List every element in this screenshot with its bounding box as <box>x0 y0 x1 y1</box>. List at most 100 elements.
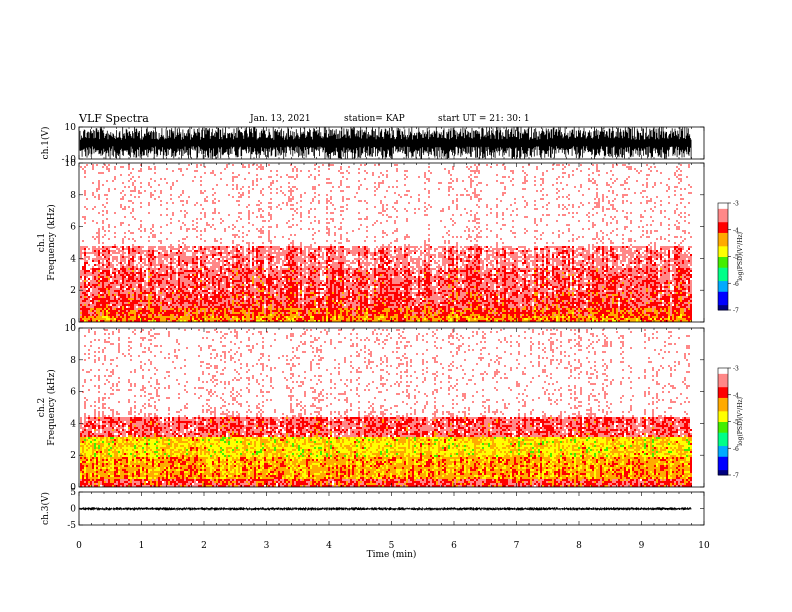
spectrogram-cell <box>158 268 160 270</box>
spectrogram-cell <box>138 262 140 264</box>
spectrogram-cell <box>206 190 208 192</box>
spectrogram-cell <box>200 318 202 320</box>
spectrogram-cell <box>82 250 84 252</box>
spectrogram-cell <box>150 182 152 184</box>
spectrogram-cell <box>202 304 204 306</box>
spectrogram-cell <box>94 176 96 178</box>
spectrogram-cell <box>194 280 196 282</box>
spectrogram-cell <box>92 194 94 196</box>
spectrogram-cell <box>182 310 184 312</box>
spectrogram-cell <box>128 230 130 232</box>
spectrogram-cell <box>138 280 140 282</box>
spectrogram-cell <box>94 252 96 254</box>
spectrogram-cell <box>174 296 176 298</box>
spectrogram-cell <box>184 296 186 298</box>
spectrogram-cell <box>180 172 182 174</box>
spectrogram-cell <box>120 264 122 266</box>
spectrogram-cell <box>190 252 192 254</box>
spectrogram-cell <box>152 248 154 250</box>
spectrogram-cell <box>156 166 158 168</box>
spectrogram-cell <box>156 276 158 278</box>
spectrogram-cell <box>126 306 128 308</box>
spectrogram-cell <box>120 300 122 302</box>
spectrogram-cell <box>94 280 96 282</box>
spectrogram-cell <box>200 236 202 238</box>
spectrogram-cell <box>168 186 170 188</box>
spectrogram-cell <box>136 304 138 306</box>
spectrogram-cell <box>144 274 146 276</box>
spectrogram-cell <box>98 278 100 280</box>
spectrogram-cell <box>140 280 142 282</box>
spectrogram-cell <box>130 310 132 312</box>
spectrogram-cell <box>168 280 170 282</box>
spectrogram-cell <box>140 258 142 260</box>
spectrogram-cell <box>142 272 144 274</box>
spectrogram-cell <box>152 216 154 218</box>
spectrogram-cell <box>156 246 158 248</box>
spectrogram-cell <box>208 290 210 292</box>
spectrogram-cell <box>110 228 112 230</box>
spectrogram-cell <box>164 282 166 284</box>
spectrogram-cell <box>190 282 192 284</box>
spectrogram-cell <box>186 186 188 188</box>
spectrogram-cell <box>196 296 198 298</box>
spectrogram-cell <box>180 278 182 280</box>
spectrogram-cell <box>200 248 202 250</box>
spectrogram-cell <box>122 276 124 278</box>
spectrogram-cell <box>184 314 186 316</box>
spectrogram-cell <box>130 288 132 290</box>
spectrogram-cell <box>98 194 100 196</box>
spectrogram-cell <box>144 250 146 252</box>
spectrogram-cell <box>200 310 202 312</box>
spectrogram-cell <box>190 172 192 174</box>
spectrogram-cell <box>204 174 206 176</box>
spectrogram-cell <box>154 276 156 278</box>
spectrogram-cell <box>116 294 118 296</box>
spectrogram-cell <box>178 282 180 284</box>
spectrogram-cell <box>162 266 164 268</box>
spectrogram-cell <box>190 244 192 246</box>
spectrogram-cell <box>156 252 158 254</box>
spectrogram-cell <box>100 184 102 186</box>
spectrogram-cell <box>192 308 194 310</box>
spectrogram-cell <box>208 228 210 230</box>
spectrogram-cell <box>108 308 110 310</box>
spectrogram-cell <box>196 314 198 316</box>
spectrogram-cell <box>128 306 130 308</box>
spectrogram-cell <box>166 266 168 268</box>
spectrogram-cell <box>150 280 152 282</box>
spectrogram-cell <box>162 304 164 306</box>
spectrogram-cell <box>204 172 206 174</box>
spectrogram-cell <box>104 290 106 292</box>
spectrogram-cell <box>106 266 108 268</box>
spectrogram-cell <box>200 204 202 206</box>
spectrogram-cell <box>132 196 134 198</box>
spectrogram-cell <box>80 262 82 264</box>
spectrogram-cell <box>98 302 100 304</box>
spectrogram-cell <box>170 284 172 286</box>
spectrogram-cell <box>194 306 196 308</box>
spectrogram-cell <box>208 200 210 202</box>
spectrogram-cell <box>186 196 188 198</box>
spectrogram-cell <box>96 318 98 320</box>
spectrogram-cell <box>162 310 164 312</box>
spectrogram-cell <box>162 298 164 300</box>
spectrogram-cell <box>104 206 106 208</box>
spectrogram-cell <box>148 194 150 196</box>
spectrogram-cell <box>192 284 194 286</box>
spectrogram-cell <box>88 274 90 276</box>
spectrogram-cell <box>164 254 166 256</box>
spectrogram-cell <box>110 246 112 248</box>
spectrogram-cell <box>184 170 186 172</box>
spectrogram-cell <box>110 308 112 310</box>
spectrogram-cell <box>128 264 130 266</box>
spectrogram-cell <box>142 242 144 244</box>
spectrogram-cell <box>138 268 140 270</box>
spectrogram-cell <box>96 248 98 250</box>
spectrogram-cell <box>202 192 204 194</box>
spectrogram-cell <box>190 174 192 176</box>
spectrogram-cell <box>170 218 172 220</box>
spectrogram-cell <box>86 246 88 248</box>
spectrogram-cell <box>184 276 186 278</box>
spectrogram-cell <box>186 278 188 280</box>
